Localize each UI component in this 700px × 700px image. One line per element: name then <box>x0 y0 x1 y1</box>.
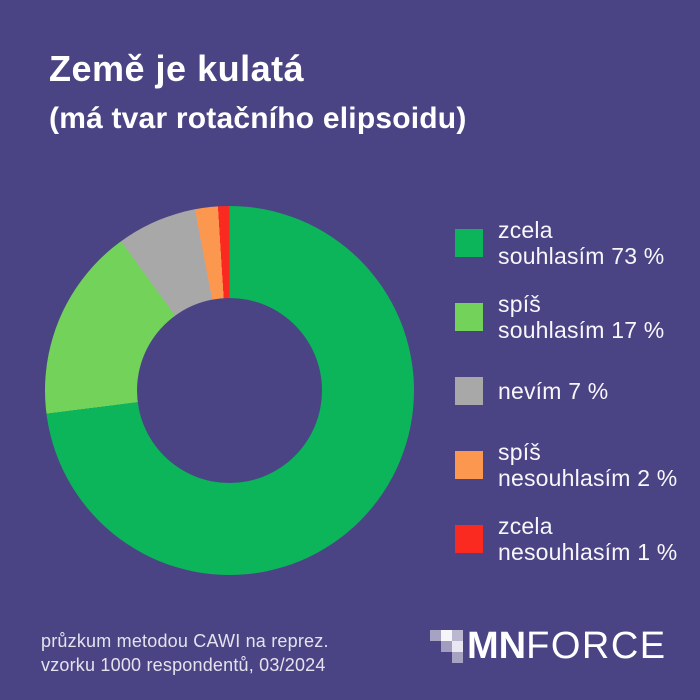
survey-note: průzkum metodou CAWI na reprez. vzorku 1… <box>41 629 329 677</box>
logo-text: MNFORCE <box>467 627 667 665</box>
logo-pixel <box>452 641 463 652</box>
legend-swatch-icon <box>455 451 483 479</box>
logo-pixel <box>452 652 463 663</box>
donut-chart <box>45 206 414 575</box>
survey-note-line1: průzkum metodou CAWI na reprez. <box>41 631 329 651</box>
legend-item: zcela nesouhlasím 1 % <box>455 513 677 565</box>
page-subtitle: (má tvar rotačního elipsoidu) <box>49 102 467 135</box>
legend-swatch-icon <box>455 229 483 257</box>
legend-label: zcela souhlasím 73 % <box>498 217 665 269</box>
logo-pixel <box>441 630 452 641</box>
legend-swatch-icon <box>455 303 483 331</box>
legend-item: zcela souhlasím 73 % <box>455 217 677 269</box>
legend: zcela souhlasím 73 % spíš souhlasím 17 % n… <box>455 217 677 565</box>
page-title: Země je kulatá <box>49 48 305 89</box>
logo-pixel-mark-icon <box>430 630 463 663</box>
legend-swatch-icon <box>455 525 483 553</box>
logo-pixel <box>452 630 463 641</box>
legend-label: zcela nesouhlasím 1 % <box>498 513 678 565</box>
legend-label: nevím 7 % <box>498 378 609 404</box>
legend-label: spíš souhlasím 17 % <box>498 291 665 343</box>
donut-hole <box>137 298 322 483</box>
legend-item: nevím 7 % <box>455 365 677 417</box>
survey-note-line2: vzorku 1000 respondentů, 03/2024 <box>41 655 326 675</box>
logo-pixel <box>441 641 452 652</box>
logo-pixel <box>430 630 441 641</box>
legend-swatch-icon <box>455 377 483 405</box>
logo-text-light: FORCE <box>526 625 667 667</box>
mnforce-logo: MNFORCE <box>430 627 667 665</box>
legend-label: spíš nesouhlasím 2 % <box>498 439 678 491</box>
legend-item: spíš souhlasím 17 % <box>455 291 677 343</box>
legend-item: spíš nesouhlasím 2 % <box>455 439 677 491</box>
logo-text-bold: MN <box>467 625 527 667</box>
